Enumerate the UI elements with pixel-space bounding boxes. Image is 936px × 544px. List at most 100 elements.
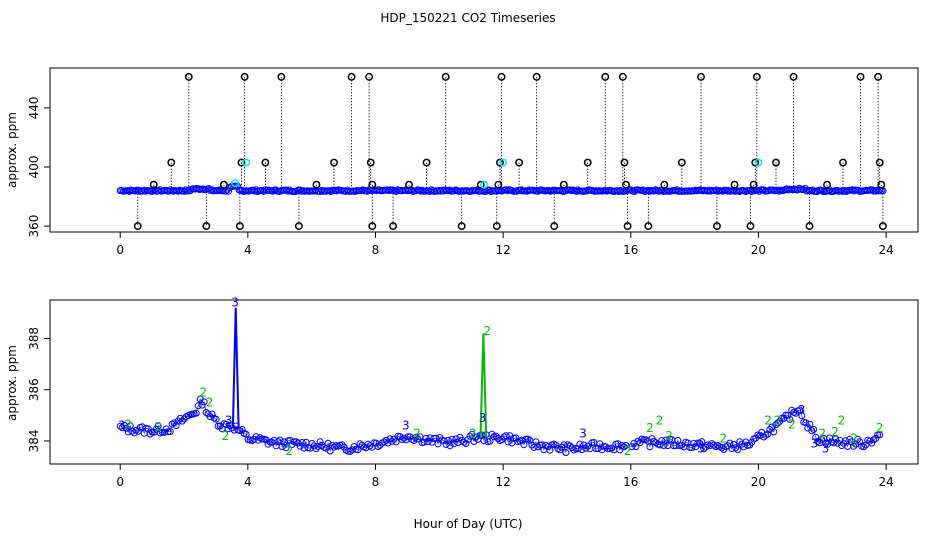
panel2-data-point [784,411,792,419]
panel1-flag-point [237,158,246,167]
panel1-cyan-point [480,180,488,189]
panel2-x-tick-label: 16 [623,475,638,489]
panel2-marker-2: 2 [788,417,796,431]
panel1-flag-point [240,72,249,81]
panel2-data-point [420,438,428,446]
panel1-x-tick-label: 4 [244,243,252,257]
panel2-data-point [462,440,470,447]
panel1-y-tick-label: 360 [27,215,41,238]
panel1-flag-point [730,180,739,189]
panel2-data-point [582,444,590,452]
panel2-data-point [714,442,722,449]
panel2-data-point [608,444,616,452]
panel2-marker-2: 2 [818,426,826,440]
panel1-flag-point [875,158,884,167]
panel2-data-point [470,438,478,445]
panel2-data-point [860,443,868,451]
panel1-data-point [225,187,232,195]
panel2-data-point [544,443,552,451]
panel2-data-point [308,440,316,447]
panel1-flag-point [422,158,431,167]
panel2-data-point [264,440,272,448]
panel2-data-point [702,443,710,451]
panel1-x-tick-label: 16 [623,243,638,257]
panel2-data-point [652,439,660,447]
panel1-flag-point [149,180,158,189]
panel2-data-point [620,443,628,451]
panel2-marker-2: 2 [286,444,294,458]
panel2-marker-3: 3 [697,442,705,456]
panel2-marker-3: 3 [225,413,233,427]
panel2-data-point [258,435,266,443]
panel2-data-point [354,446,362,454]
panel2-data-point [774,419,782,427]
panel1-flag-point [874,72,883,81]
panel2-x-tick-label: 4 [244,475,252,489]
panel2-marker-2: 2 [124,417,132,431]
panel2-marker-3: 3 [579,426,587,440]
panel2-y-tick-label: 388 [27,327,41,350]
panel1-y-tick-label: 440 [27,96,41,119]
panel2-data-point [424,438,432,445]
panel2-data-point [534,443,542,451]
panel2-data-point [770,428,778,436]
panel1-flag-point [532,72,541,81]
panel2-frame [49,299,919,465]
panel2-data-point [134,427,142,435]
panel1-data-point [775,187,783,195]
panel2-data-point [116,422,124,430]
panel2-marker-3: 3 [479,411,487,425]
panel2-data-point [718,444,726,452]
panel2-data-point [486,437,494,445]
panel2-data-point [194,402,202,410]
panel1-flag-point [219,180,228,189]
panel1-flag-point [697,72,705,81]
panel2-data-point [316,438,324,446]
panel2-data-point [832,435,840,443]
panel1-flag-point [167,158,176,167]
panel1-flag-point [839,158,847,167]
panel2-data-point [812,433,820,441]
panel2-data-point [412,433,420,441]
panel2-x-tick-label: 0 [116,475,124,489]
panel2-data-point [558,443,566,451]
panel2-marker-2: 2 [206,396,214,410]
panel2-marker-3: 3 [798,403,806,417]
panel2-data-point [312,445,320,453]
panel1-flag-point [405,180,413,189]
panel1-flag-point [133,222,142,231]
panel1-cyan-point [754,158,763,167]
panel1-flag-point [823,180,832,189]
panel1-flag-point [623,222,632,231]
panel1-flag-point [497,72,506,81]
panel1-flag-point [366,158,375,167]
panel1-flag-point [515,158,524,167]
panel1-flag-point [559,180,568,189]
panel1-flag-point [261,158,270,167]
panel2-marker-3: 3 [402,419,410,433]
panel1-flag-point [752,72,761,81]
panel2-data-point [178,417,186,425]
panel2-data-point [154,422,162,430]
panel2-marker-2: 2 [646,421,654,435]
panel2-data-point [504,438,512,446]
panel2-data-point [448,435,456,443]
panel1-frame [49,67,919,233]
panel1-flag-point [601,72,610,81]
panel2-data-point [172,422,180,430]
panel2-marker-2: 2 [665,429,673,443]
panel1-plot: 0 4 8 12 16 20 24 360 400 440 [27,67,919,257]
panel2-data-point [522,435,530,443]
panel1-flag-point [550,222,559,231]
panel1-data-point [183,187,191,195]
panel1-flag-point [492,222,501,231]
x-axis-label: Hour of Day (UTC) [414,517,523,531]
panel1-flag-point [496,158,504,167]
panel2-data-point [256,434,264,442]
panel2-data-point [414,435,422,443]
panel2-data-point [734,446,742,454]
panel2-marker-3: 3 [822,442,830,456]
panel2-data-point [872,434,880,442]
panel2-data-point [282,444,290,452]
